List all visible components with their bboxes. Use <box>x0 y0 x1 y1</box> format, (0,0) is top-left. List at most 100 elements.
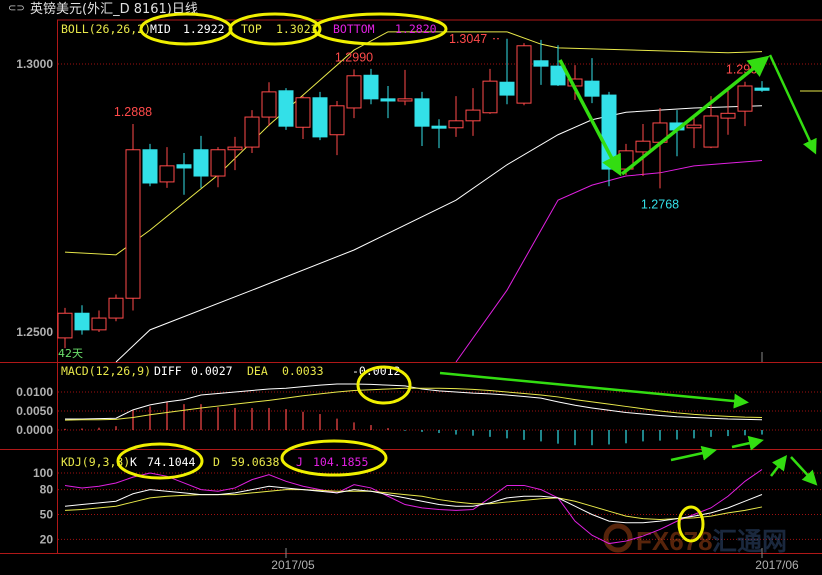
candle-body <box>448 120 464 129</box>
boll-bottom-label: BOTTOM <box>333 22 375 36</box>
svg-text:FX678: FX678 <box>636 526 713 556</box>
price-label: 1.3047 <box>449 32 487 46</box>
candle-up <box>125 124 141 311</box>
boll-mid-label: MID <box>150 22 171 36</box>
ellipse-kdj-j <box>280 439 388 477</box>
j-line <box>64 469 763 545</box>
ellipse-kdj-k <box>116 442 204 480</box>
macd-dea-value: 0.0033 <box>282 364 324 378</box>
window-restore-icon[interactable]: ⊂⊃ <box>8 3 25 14</box>
boll-label: BOLL(26,26,2) <box>61 22 151 36</box>
svg-text:汇通网: 汇通网 <box>712 527 787 556</box>
price-axis-tick: 1.3000 <box>16 57 53 71</box>
kdj-label: KDJ(9,3,3) <box>61 455 130 469</box>
candle-down <box>363 68 379 105</box>
ellipse-boll-top <box>228 12 322 46</box>
candle-body <box>108 297 124 319</box>
ellipse-kdj-cross <box>677 505 705 543</box>
arrow-kdj-down-icon <box>790 456 818 486</box>
candle-up <box>703 96 719 149</box>
price-label: 1.2990 <box>335 50 373 64</box>
macd-axis-tick: 0.0000 <box>16 423 53 437</box>
macd-label: MACD(12,26,9) <box>61 364 151 378</box>
candle-up <box>652 107 668 189</box>
candle-body <box>414 98 430 127</box>
macd-diff-label: DIFF <box>154 364 182 378</box>
candle-down <box>176 152 192 195</box>
candle-up <box>329 100 345 156</box>
candle-body <box>227 146 243 151</box>
candle-up <box>448 96 464 137</box>
candle-up <box>261 82 277 127</box>
annotation-arrows <box>439 54 818 486</box>
candle-body <box>703 115 719 148</box>
arrow-up-icon <box>620 55 770 176</box>
candle-body <box>380 98 396 102</box>
candle-body <box>550 65 566 86</box>
candle-down <box>414 91 430 147</box>
candle-body <box>159 165 175 183</box>
candle-body <box>261 91 277 118</box>
price-label: 1.2768 <box>641 197 679 211</box>
boll-mid-value: 1.2922 <box>183 22 225 36</box>
macd-panel <box>64 383 763 446</box>
arrow-down-icon <box>558 59 622 177</box>
candle-body <box>499 81 515 96</box>
candle-body <box>312 97 328 138</box>
ellipse-macd-cross <box>356 365 412 405</box>
candle-down <box>754 81 770 92</box>
diff-line <box>65 383 763 421</box>
candle-body <box>244 116 260 148</box>
arrow-macd-trend-icon <box>439 371 749 409</box>
candle-up <box>346 69 362 119</box>
candle-down <box>278 88 294 130</box>
candle-up <box>397 69 413 106</box>
panel-frames <box>0 19 822 554</box>
candle-down <box>499 38 515 105</box>
candle-down <box>312 91 328 141</box>
candle-body <box>91 317 107 331</box>
candle-down <box>601 91 617 187</box>
candle-body <box>482 80 498 114</box>
candle-up <box>57 307 73 349</box>
candle-up <box>295 96 311 140</box>
candle-body <box>584 80 600 97</box>
macd-header: MACD(12,26,9) DIFF 0.0027 DEA 0.0033 -0.… <box>61 364 400 378</box>
candle-body <box>431 125 447 129</box>
candle-body <box>465 109 481 122</box>
d-line <box>64 489 763 520</box>
ellipse-boll-bottom <box>312 12 448 46</box>
macd-axis-tick: 0.0100 <box>16 385 53 399</box>
candle-down <box>431 119 447 149</box>
candle-down <box>533 39 549 85</box>
kdj-k-value: 74.1044 <box>147 455 196 469</box>
candle-body <box>397 98 413 102</box>
candle-down <box>193 135 209 188</box>
kdj-axis-tick: 80 <box>40 483 54 497</box>
candle-up <box>91 310 107 332</box>
candle-down <box>380 85 396 119</box>
window-title-bar: ⊂⊃ 英镑美元(外汇_D 8161)日线 <box>0 0 822 20</box>
candle-up <box>737 81 753 127</box>
candle-down <box>74 305 90 335</box>
kdj-header: KDJ(9,3,3) K 74.1044 D 59.0638 J 104.185… <box>61 455 368 469</box>
candlesticks <box>57 38 770 349</box>
macd-value: -0.0012 <box>352 364 400 378</box>
candle-up <box>159 147 175 188</box>
candle-up <box>720 90 736 135</box>
candle-up <box>516 43 532 106</box>
candle-body <box>363 74 379 100</box>
kdj-k-label: K <box>130 455 137 469</box>
candle-down <box>550 45 566 86</box>
candle-up <box>227 136 243 171</box>
candle-body <box>601 94 617 170</box>
boll-bottom-value: 1.2820 <box>395 22 437 36</box>
window-title: 英镑美元(外汇_D 8161)日线 <box>30 2 198 17</box>
kdj-j-value: 104.1855 <box>313 455 368 469</box>
candle-body <box>737 85 753 112</box>
macd-axis-tick: 0.0050 <box>16 404 53 418</box>
price-label: 1.2888 <box>114 105 152 119</box>
candle-body <box>57 312 73 339</box>
macd-diff-value: 0.0027 <box>191 364 233 378</box>
